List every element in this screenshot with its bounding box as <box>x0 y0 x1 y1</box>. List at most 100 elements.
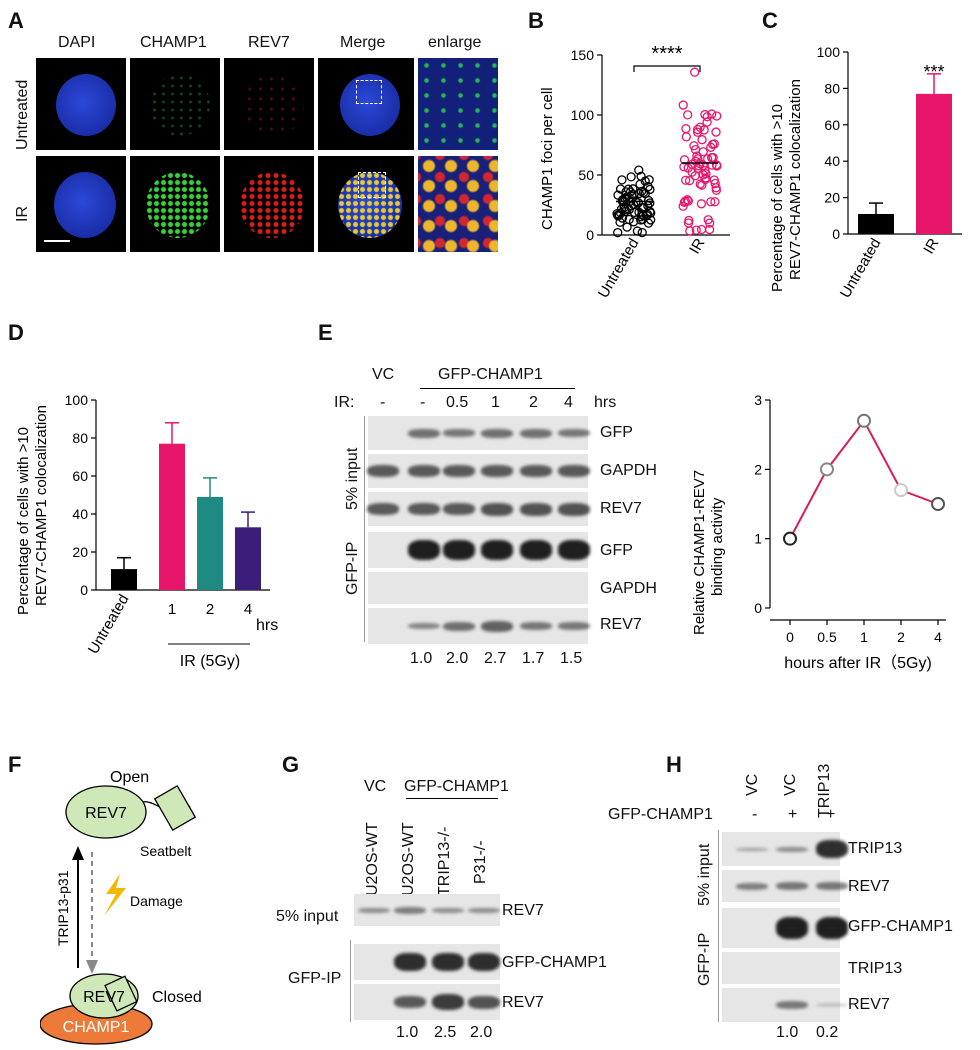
chart-d-ylabel-1: Percentage of cells with >10 <box>15 427 32 615</box>
col-enlarge: enlarge <box>428 34 482 51</box>
chart-b-point <box>646 215 656 225</box>
h-band <box>776 917 808 939</box>
chart-e-point <box>783 531 797 546</box>
h-band <box>776 846 808 852</box>
e-lane-1: - <box>380 394 386 411</box>
chart-b-point <box>702 112 712 122</box>
e-ir-prefix: IR: <box>334 394 355 411</box>
chart-b-point <box>690 67 700 77</box>
g-quant-3: 2.0 <box>470 1024 493 1041</box>
chart-d-hrs: hrs <box>256 617 278 634</box>
chart-b-point <box>683 110 693 120</box>
chart-d-y-tick-label: 0 <box>80 582 88 598</box>
chart-b-point <box>628 217 639 227</box>
e-band-label: GFP <box>600 424 633 441</box>
chart-b-point <box>619 202 629 213</box>
chart-c-y-tick-label: 40 <box>824 153 840 169</box>
panel-c-letter: C <box>762 8 778 33</box>
chart-b-point <box>644 175 654 185</box>
chart-e-y-tick-label: 1 <box>754 531 762 547</box>
chart-d-bar <box>235 527 261 590</box>
chart-b-point <box>617 213 628 223</box>
chart-b-point <box>700 165 710 176</box>
g-band <box>468 907 500 913</box>
chart-b-point <box>704 224 715 235</box>
g-band-label: REV7 <box>502 902 544 919</box>
h-blot-strip <box>722 832 848 866</box>
h-band-label: TRIP13 <box>848 840 903 857</box>
e-band <box>443 540 475 560</box>
chart-b-ylabel: CHAMP1 foci per cell <box>539 87 556 230</box>
g-side-input: 5% input <box>276 908 339 925</box>
panel-h-letter: H <box>666 752 682 777</box>
chart-b-point <box>687 167 697 177</box>
e-band-label: REV7 <box>600 616 642 633</box>
chart-c: Percentage of cells with >10 REV7-CHAMP1… <box>769 44 962 301</box>
chart-b-point <box>712 111 722 121</box>
e-band <box>408 623 440 629</box>
chart-c-y-tick-label: 20 <box>824 190 840 206</box>
g-quant-1: 1.0 <box>396 1024 419 1041</box>
chart-e-point <box>820 462 834 477</box>
chart-b-point <box>681 124 691 134</box>
chart-d-x-label: 4 <box>244 601 252 618</box>
chart-e-series-line <box>789 418 939 540</box>
e-blot-strip <box>368 532 590 568</box>
h-band <box>816 1004 848 1006</box>
e-quant-1: 1.0 <box>410 650 433 667</box>
g-band <box>394 996 426 1008</box>
chart-d-ir-label: IR (5Gy) <box>180 653 240 670</box>
chart-b-point <box>711 160 722 170</box>
f-seatbelt-label: Seatbelt <box>140 843 191 859</box>
chart-b: CHAMP1 foci per cell 0 50 100 150 Untreated I… <box>539 43 730 301</box>
f-rev7: REV7 <box>85 805 127 822</box>
g-lane-2: U2OS-WT <box>400 822 417 896</box>
h-blot-strip <box>722 988 848 1022</box>
chart-b-point <box>636 212 646 222</box>
e-band <box>520 428 552 438</box>
panel-a-letter: A <box>8 8 24 33</box>
chart-d-y-tick-label: 20 <box>72 544 88 560</box>
g-side-ip: GFP-IP <box>288 970 342 987</box>
f-damage-icon <box>104 874 126 916</box>
e-band <box>367 465 399 477</box>
chart-e-x-tick-label: 0.5 <box>817 629 837 645</box>
chart-b-point <box>633 198 644 208</box>
e-band <box>408 465 440 477</box>
f-open: Open <box>110 770 149 786</box>
panel-g-letter: G <box>282 752 300 777</box>
e-band <box>443 503 475 515</box>
e-lane-2: - <box>420 394 426 411</box>
e-side-ip: GFP-IP <box>344 541 361 595</box>
chart-b-point <box>695 179 705 189</box>
tile-untreated-champ1 <box>130 58 220 150</box>
g-band-label: GFP-CHAMP1 <box>502 954 607 971</box>
chart-e-ylabel-2: binding activity <box>709 497 726 596</box>
e-band-label: REV7 <box>600 500 642 517</box>
chart-e-x-tick-label: 4 <box>934 629 942 645</box>
tile-ir-champ1 <box>130 156 220 252</box>
f-damage: Damage <box>130 893 183 909</box>
h-band <box>776 1001 808 1009</box>
e-blot-strip <box>368 416 590 450</box>
e-lane-4: 1 <box>491 394 500 411</box>
e-band <box>481 465 513 477</box>
chart-b-point <box>681 132 691 142</box>
e-band <box>558 465 590 477</box>
f-champ1: CHAMP1 <box>63 1019 130 1036</box>
g-band <box>432 994 464 1010</box>
g-construct-line <box>406 798 498 799</box>
g-blot-strip <box>354 944 500 980</box>
chart-b-point <box>680 196 691 206</box>
e-blot-strip <box>368 608 590 644</box>
h-band-label: REV7 <box>848 996 890 1013</box>
e-band <box>443 621 475 631</box>
chart-c-ylabel-1: Percentage of cells with >10 <box>769 104 786 292</box>
scale-bar <box>44 240 70 242</box>
e-quant-5: 1.5 <box>560 650 583 667</box>
chart-b-point <box>620 207 630 217</box>
chart-c-significance: *** <box>923 62 944 82</box>
chart-c-bar <box>858 213 894 234</box>
col-dapi: DAPI <box>58 34 96 51</box>
row-ir: IR <box>14 206 31 222</box>
